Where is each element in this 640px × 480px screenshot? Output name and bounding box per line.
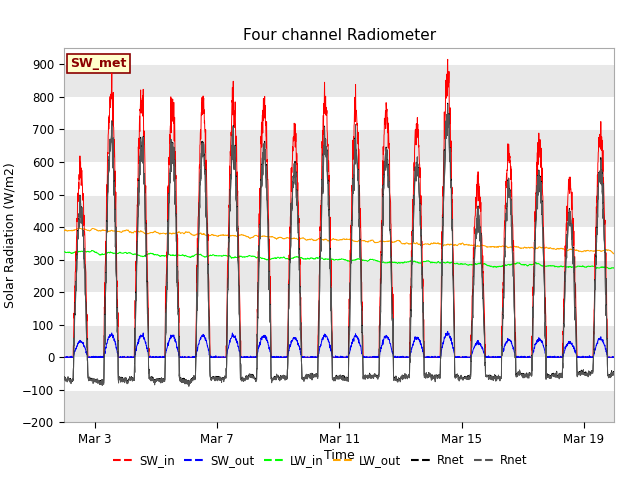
Text: SW_met: SW_met [70,57,127,70]
SW_in [356,205,364,211]
SW_out [182,354,189,360]
Bar [64,357,614,390]
Bar [64,325,614,357]
SW_out [113,350,121,356]
Rnet [185,382,193,388]
Rnet [147,377,154,383]
LW_in [114,251,122,256]
SW_out [260,333,268,338]
SW_in [147,354,154,360]
LW_in [182,253,190,259]
Rnet [444,100,452,106]
Rnet [60,376,68,382]
Rnet [357,253,365,259]
LW_in [260,255,268,261]
SW_out [356,342,364,348]
Rnet [182,377,189,383]
LW_in [147,251,154,256]
Bar [64,97,614,130]
SW_out [540,343,547,349]
LW_out [60,228,68,234]
LW_in [88,248,95,253]
LW_out [182,229,190,235]
Bar [64,227,614,260]
LW_out [610,251,618,257]
Bar [64,260,614,292]
Bar [64,292,614,325]
Rnet [113,330,121,336]
Rnet [113,329,121,335]
LW_out [76,225,84,231]
LW_out [611,250,618,256]
Line: Rnet: Rnet [64,105,614,386]
Rnet [185,384,193,389]
LW_in [611,265,618,271]
X-axis label: Time: Time [324,449,355,462]
Rnet [444,102,452,108]
LW_in [357,256,365,262]
Rnet [540,254,547,260]
Title: Four channel Radiometer: Four channel Radiometer [243,28,436,43]
SW_out [60,354,68,360]
Line: Rnet: Rnet [64,103,614,385]
LW_out [357,238,365,244]
SW_in [60,354,68,360]
Bar [64,194,614,227]
LW_in [60,249,68,255]
Line: LW_in: LW_in [64,251,614,269]
Rnet [357,254,365,260]
LW_out [540,245,547,251]
Bar [64,130,614,162]
Rnet [611,370,618,376]
SW_in [540,219,547,225]
SW_in [611,354,618,360]
Rnet [260,155,268,161]
Rnet [60,376,68,382]
Rnet [182,377,189,383]
LW_in [606,266,614,272]
Rnet [611,371,618,376]
SW_in [444,57,452,62]
SW_out [147,353,154,359]
SW_in [260,97,268,103]
Bar [64,64,614,97]
Legend: SW_in, SW_out, LW_in, LW_out, Rnet, Rnet: SW_in, SW_out, LW_in, LW_out, Rnet, Rnet [108,449,532,472]
Rnet [260,154,268,159]
Line: SW_in: SW_in [64,60,614,357]
LW_out [260,233,268,239]
LW_out [147,230,154,236]
Rnet [540,253,547,259]
LW_out [114,228,122,234]
Line: LW_out: LW_out [64,228,614,254]
Bar [64,390,614,422]
Y-axis label: Solar Radiation (W/m2): Solar Radiation (W/m2) [4,162,17,308]
Rnet [147,376,154,382]
SW_in [182,354,189,360]
SW_in [113,302,121,308]
SW_out [444,328,452,334]
Line: SW_out: SW_out [64,331,614,357]
Bar [64,162,614,194]
SW_out [611,354,618,360]
LW_in [540,263,547,268]
